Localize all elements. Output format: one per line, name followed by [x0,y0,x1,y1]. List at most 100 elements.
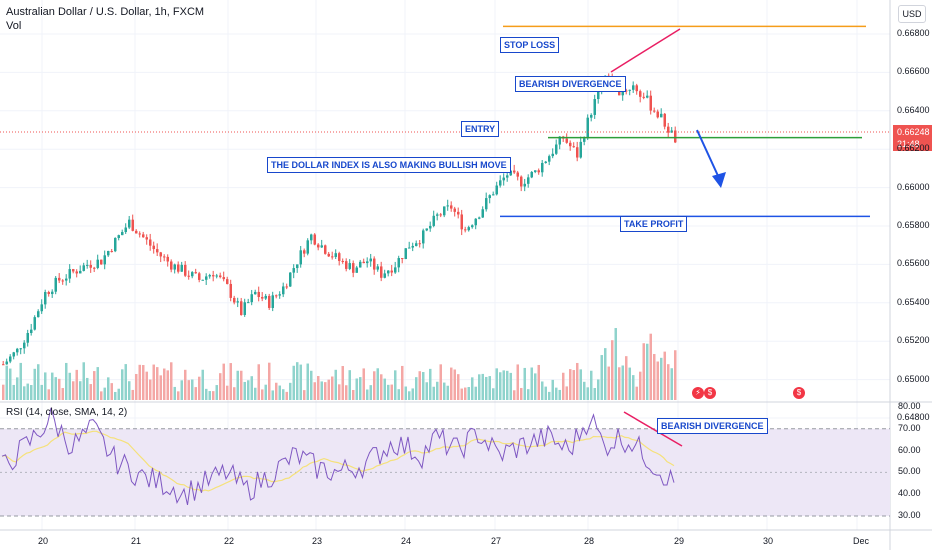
volume-bar [282,389,285,400]
volume-bar [436,381,439,400]
candle-body [439,214,442,216]
bearish-divergence-label[interactable]: BEARISH DIVERGENCE [515,76,626,92]
time-tick-label: 22 [224,536,235,546]
us-flag-event-icon[interactable]: $ [793,387,805,399]
dollar-index-note[interactable]: THE DOLLAR INDEX IS ALSO MAKING BULLISH … [267,157,511,173]
candle-body [103,255,106,265]
volume-bar [366,389,369,400]
candle-body [229,283,232,298]
volume-bar [670,368,673,400]
time-tick-label: 20 [38,536,49,546]
candle-body [226,279,229,284]
volume-bar [191,379,194,400]
volume-bar [530,367,533,400]
candle-body [408,247,411,249]
volume-bar [639,371,642,400]
rsi-tick-label: 80.00 [898,401,921,411]
economic-event-icon[interactable]: ⚡ [692,387,704,399]
volume-legend[interactable]: Vol [6,20,22,32]
volume-bar [649,333,652,400]
volume-bar [229,363,232,400]
symbol-title[interactable]: Australian Dollar / U.S. Dollar, 1h, FXC… [6,6,205,18]
price-tick-label: 0.65600 [897,258,930,269]
candle-body [282,286,285,295]
currency-button[interactable]: USD [898,5,926,23]
volume-bar [166,370,169,400]
volume-bar [212,391,215,400]
volume-bar [264,384,267,400]
volume-bar [632,375,635,400]
volume-bar [362,368,365,400]
volume-bar [135,373,138,400]
volume-bar [464,387,467,400]
candle-body [299,250,302,265]
stop-loss-label[interactable]: STOP LOSS [500,37,560,53]
candle-body [506,175,509,178]
volume-bar [93,371,96,400]
candle-body [194,272,197,274]
volume-bar [432,386,435,400]
rsi-tick-label: 70.00 [898,422,921,433]
rsi-tick-label: 50.00 [898,466,921,477]
rsi-legend[interactable]: RSI (14, close, SMA, 14, 2) [6,407,128,418]
volume-bar [107,377,110,400]
candle-body [177,264,180,272]
volume-bar [292,365,295,400]
candle-body [380,266,383,278]
volume-bar [205,388,208,400]
candle-body [327,253,330,257]
candle-body [579,141,582,158]
volume-bar [299,364,302,400]
volume-bar [219,373,222,400]
time-tick-label: 23 [312,536,323,546]
volume-bar [289,382,292,400]
candle-body [376,266,379,270]
rsi-tick-label: 30.00 [898,510,921,520]
rsi-line [1,407,675,506]
volume-bar [198,376,201,400]
volume-bar [47,389,50,400]
volume-bar [170,362,173,400]
volume-bar [572,370,575,400]
price-tick-label: 0.66400 [897,104,930,115]
volume-bar [548,391,551,400]
volume-bar [562,372,565,400]
volume-bar [145,371,148,400]
candle-body [569,142,572,147]
volume-bar [537,364,540,400]
us-flag-event-icon[interactable]: $ [704,387,716,399]
candle-body [334,253,337,257]
candle-body [79,270,82,274]
candle-body [369,258,372,262]
price-tick-label: 0.65400 [897,296,930,307]
take-profit-label[interactable]: TAKE PROFIT [620,216,688,232]
candle-body [124,227,127,233]
volume-bar [604,348,607,400]
volume-bar [642,343,645,400]
price-tick-label: 0.66600 [897,66,930,77]
volume-bar [502,370,505,400]
volume-bar [247,380,250,400]
volume-bar [173,386,176,400]
candle-body [152,245,155,250]
volume-bar [114,391,117,400]
down-arrow-icon [696,129,720,179]
volume-bar [558,389,561,400]
price-tick-label: 0.65800 [897,220,930,230]
volume-bar [674,350,677,400]
volume-bar [611,340,614,400]
candle-body [555,144,558,154]
candle-body [313,234,316,245]
volume-bar [555,387,558,400]
volume-bars [2,328,677,400]
candle-body [642,96,645,98]
candle-body [516,172,519,177]
candle-body [93,267,96,269]
candle-body [593,99,596,115]
rsi-bearish-divergence-label[interactable]: BEARISH DIVERGENCE [657,418,768,434]
candle-body [306,240,309,254]
entry-label[interactable]: ENTRY [461,121,500,137]
candle-body [467,227,470,231]
volume-bar [429,368,432,400]
